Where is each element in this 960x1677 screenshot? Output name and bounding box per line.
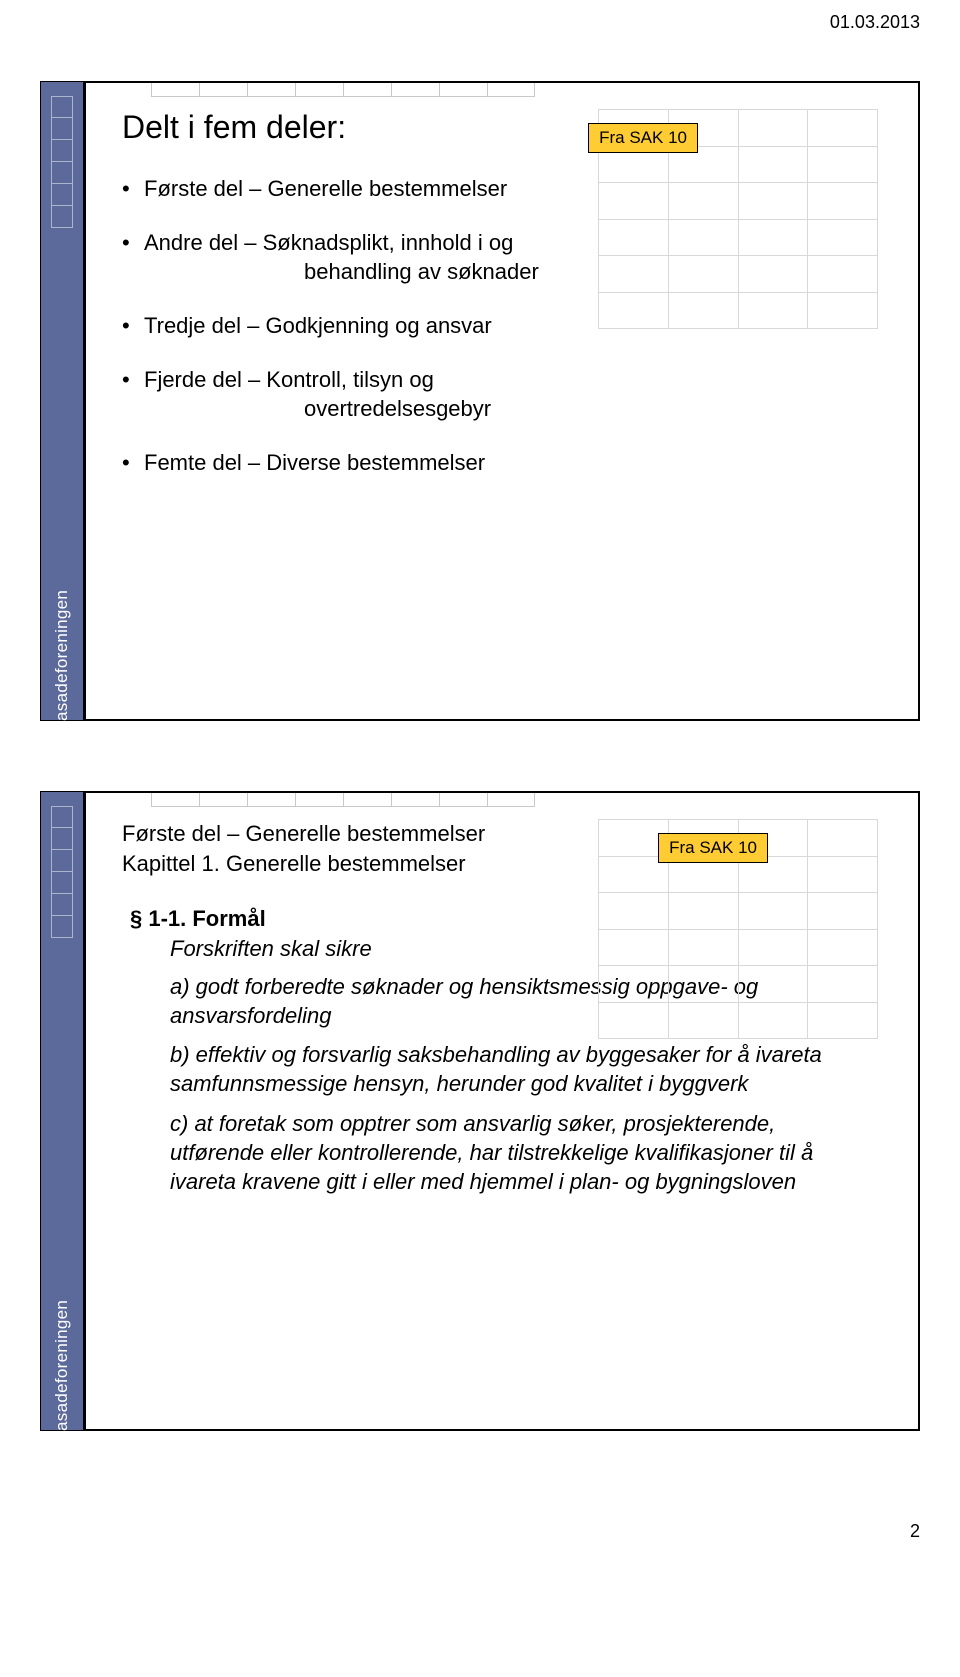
slide-title: Delt i fem deler: [122, 109, 882, 146]
list-item-text: Tredje del – Godkjenning og ansvar [144, 313, 492, 338]
list-item: Femte del – Diverse bestemmelser [122, 448, 882, 478]
list-item-cont: behandling av søknader [144, 257, 882, 287]
list-item-text: Andre del – Søknadsplikt, innhold i og [144, 230, 513, 255]
top-grid-strip [151, 83, 918, 97]
page-number: 2 [0, 1501, 960, 1562]
subtitle-line: Første del – Generelle bestemmelser [122, 819, 882, 849]
slide-subtitle: Første del – Generelle bestemmelser Kapi… [122, 819, 882, 878]
page-date: 01.03.2013 [0, 0, 960, 41]
slide-body: Fra SAK 10 Første del – Generelle bestem… [84, 791, 920, 1431]
top-grid-strip [151, 793, 918, 807]
slide-1: Fra SAK 10 Delt i fem deler: Første del … [40, 81, 920, 721]
list-item-text: Fjerde del – Kontroll, tilsyn og [144, 367, 434, 392]
list-item: Første del – Generelle bestemmelser [122, 174, 882, 204]
bullet-list: Første del – Generelle bestemmelser Andr… [122, 174, 882, 478]
list-item: Andre del – Søknadsplikt, innhold i og b… [122, 228, 882, 287]
source-badge: Fra SAK 10 [658, 833, 768, 863]
sidebar-cell-strip [51, 96, 73, 228]
list-item-text: Femte del – Diverse bestemmelser [144, 450, 485, 475]
source-badge: Fra SAK 10 [588, 123, 698, 153]
clause-item: c) at foretak som opptrer som ansvarlig … [170, 1109, 882, 1196]
subtitle-line: Kapittel 1. Generelle bestemmelser [122, 849, 882, 879]
list-item: Fjerde del – Kontroll, tilsyn og overtre… [122, 365, 882, 424]
section-heading: § 1-1. Formål [130, 906, 882, 932]
list-item-text: Første del – Generelle bestemmelser [144, 176, 507, 201]
list-item-cont: overtredelsesgebyr [144, 394, 882, 424]
slide-2: Fra SAK 10 Første del – Generelle bestem… [40, 791, 920, 1431]
sidebar-brand [40, 81, 84, 721]
slide-body: Fra SAK 10 Delt i fem deler: Første del … [84, 81, 920, 721]
clause-list: a) godt forberedte søknader og hensiktsm… [170, 972, 882, 1195]
sidebar-cell-strip [51, 806, 73, 938]
clause-item: a) godt forberedte søknader og hensiktsm… [170, 972, 882, 1030]
sidebar-brand [40, 791, 84, 1431]
list-item: Tredje del – Godkjenning og ansvar [122, 311, 882, 341]
section-intro: Forskriften skal sikre [170, 936, 882, 962]
clause-item: b) effektiv og forsvarlig saksbehandling… [170, 1040, 882, 1098]
